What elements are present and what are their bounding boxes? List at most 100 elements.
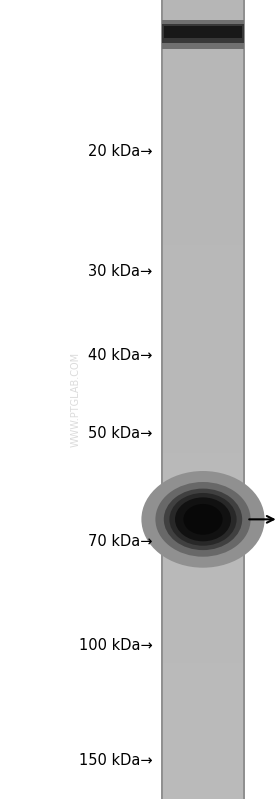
Bar — [161, 189, 245, 192]
Bar — [161, 173, 245, 176]
Bar — [161, 519, 245, 522]
Bar — [161, 24, 245, 26]
Bar — [161, 613, 245, 615]
Bar — [161, 176, 245, 178]
Bar — [161, 753, 245, 757]
Bar — [161, 594, 245, 597]
Bar — [161, 50, 245, 54]
Bar — [161, 458, 245, 461]
Bar — [161, 328, 245, 330]
Bar — [161, 495, 245, 498]
Bar — [161, 133, 245, 136]
Bar — [161, 791, 245, 793]
Bar — [161, 202, 245, 205]
Bar — [161, 431, 245, 434]
Bar — [161, 378, 245, 381]
Bar — [161, 426, 245, 429]
Bar — [161, 695, 245, 698]
Bar — [161, 10, 245, 14]
Bar — [161, 333, 245, 336]
Bar — [161, 642, 245, 645]
Bar — [161, 237, 245, 240]
Bar — [161, 354, 245, 357]
Bar — [161, 615, 245, 618]
Bar — [161, 570, 245, 573]
Bar — [161, 706, 245, 709]
Bar — [161, 357, 245, 360]
Bar — [161, 341, 245, 344]
Bar — [161, 687, 245, 690]
Bar — [161, 38, 245, 40]
Bar — [161, 397, 245, 400]
Bar — [161, 721, 245, 725]
Bar — [161, 781, 245, 783]
Bar — [161, 581, 245, 583]
Bar — [161, 149, 245, 152]
Bar — [161, 112, 245, 114]
Bar — [161, 285, 245, 288]
Bar — [161, 66, 245, 70]
Bar — [161, 338, 245, 341]
Bar — [161, 208, 245, 210]
Bar — [161, 447, 245, 450]
Bar — [161, 498, 245, 501]
Bar — [161, 663, 245, 666]
Bar — [161, 413, 245, 415]
Bar — [161, 362, 245, 365]
Bar — [161, 554, 245, 557]
Bar — [161, 90, 245, 93]
Bar — [161, 200, 245, 202]
Bar — [161, 714, 245, 717]
Bar — [161, 221, 245, 224]
Bar — [161, 165, 245, 168]
Bar — [161, 162, 245, 165]
Bar — [161, 368, 245, 370]
Bar — [161, 109, 245, 112]
Bar — [161, 93, 245, 96]
Bar — [161, 117, 245, 120]
Bar — [161, 415, 245, 418]
Bar — [161, 344, 245, 346]
Bar — [161, 18, 245, 22]
Bar — [161, 525, 245, 527]
Bar — [161, 797, 245, 799]
Bar — [161, 293, 245, 296]
Bar — [161, 2, 245, 6]
Bar — [161, 0, 163, 799]
Bar — [161, 575, 245, 578]
Bar — [161, 487, 245, 490]
Bar — [161, 194, 245, 197]
Bar — [161, 226, 245, 229]
Bar — [161, 637, 245, 639]
Bar — [161, 309, 245, 312]
Bar — [161, 213, 245, 216]
Bar — [161, 653, 245, 655]
Bar — [161, 725, 245, 727]
Bar — [161, 471, 245, 474]
Bar — [161, 626, 245, 629]
Bar — [161, 181, 245, 184]
Bar — [161, 360, 245, 362]
Bar — [161, 623, 245, 626]
Bar — [161, 48, 245, 50]
Bar — [161, 698, 245, 701]
Bar — [161, 522, 245, 525]
Bar — [161, 658, 245, 661]
Bar — [161, 551, 245, 554]
Bar — [161, 184, 245, 186]
Ellipse shape — [169, 493, 237, 546]
Bar — [161, 573, 245, 575]
Bar — [161, 253, 245, 256]
Bar — [161, 557, 245, 559]
Bar — [161, 509, 245, 511]
Bar — [161, 514, 245, 517]
Bar — [161, 591, 245, 594]
Text: 30 kDa→: 30 kDa→ — [88, 264, 153, 279]
Bar — [161, 589, 245, 591]
Bar — [161, 709, 245, 711]
Bar — [161, 197, 245, 200]
Text: 70 kDa→: 70 kDa→ — [88, 535, 153, 549]
Bar — [161, 210, 245, 213]
Bar — [161, 312, 245, 314]
Bar — [161, 352, 245, 354]
